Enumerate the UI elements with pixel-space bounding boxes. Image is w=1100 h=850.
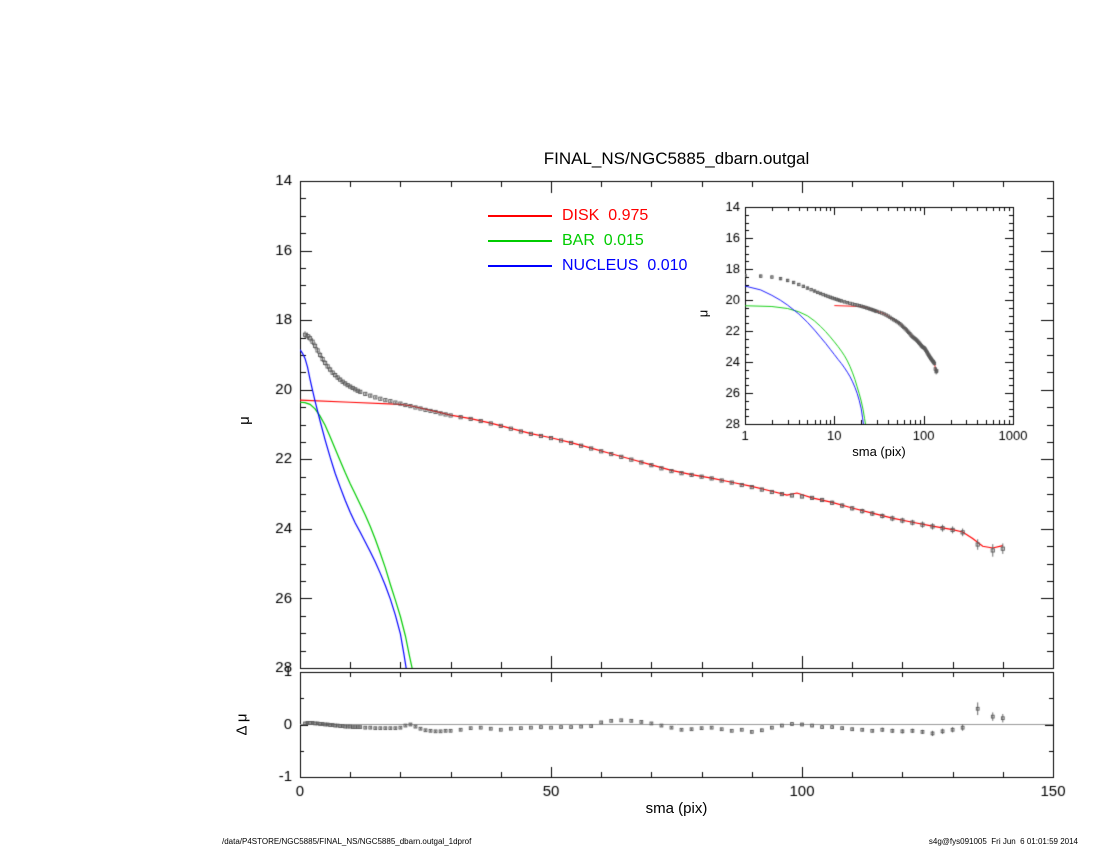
bar-line-swatch (488, 239, 552, 242)
residual-y-axis-label: Δ μ (233, 713, 251, 736)
legend-item-bar: BAR 0.015 (488, 228, 644, 253)
disk-line-swatch (488, 214, 552, 217)
legend-item-label: NUCLEUS 0.010 (562, 256, 688, 274)
page-title: FINAL_NS/NGC5885_dbarn.outgal (543, 149, 810, 168)
legend-item-nucleus: NUCLEUS 0.010 (488, 253, 687, 278)
nucleus-line-swatch (488, 264, 552, 267)
main-y-axis-label: μ (235, 416, 253, 425)
inset-y-axis-label: μ (695, 309, 711, 318)
footer-file-path: /data/P4STORE/NGC5885/FINAL_NS/NGC5885_d… (222, 837, 472, 846)
x-axis-label: sma (pix) (645, 800, 708, 817)
legend-item-disk: DISK 0.975 (488, 203, 648, 228)
inset-x-axis-label: sma (pix) (852, 444, 906, 459)
footer-user-timestamp: s4g@fys091005 Fri Jun 6 01:01:59 2014 (928, 837, 1078, 846)
legend-item-label: DISK 0.975 (562, 206, 649, 224)
legend-item-label: BAR 0.015 (562, 231, 644, 249)
